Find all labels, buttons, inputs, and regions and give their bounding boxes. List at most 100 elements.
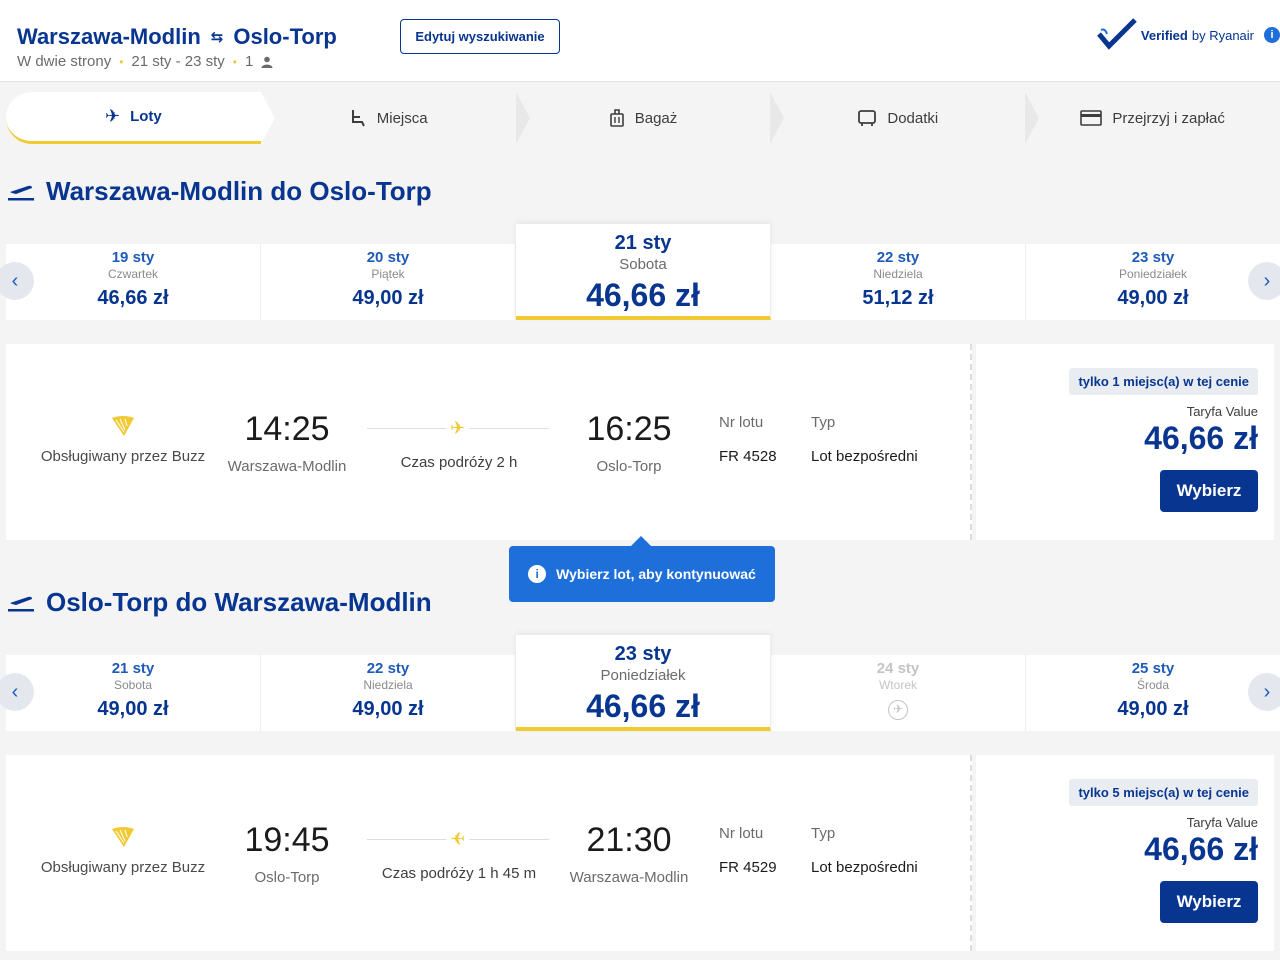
date-day: 19 sty [111,249,155,266]
step-baggage[interactable]: Bagaż [515,92,785,144]
date-weekday: Niedziela [873,267,923,281]
arrival-place: Warszawa-Modlin [569,869,689,886]
fare-price: 46,66 zł [1144,831,1258,867]
flight-number: FR 4529 [719,859,777,876]
date-option[interactable]: 20 sty Piątek 49,00 zł [261,244,516,320]
ryanair-harp-icon [112,416,134,436]
info-icon: i [528,565,547,583]
date-price: 49,00 zł [97,698,169,720]
seats-left-badge: tylko 5 miejsc(a) w tej cenie [1069,779,1258,806]
fare-name: Taryfa Value [1186,815,1258,830]
verified-check-icon [1096,18,1137,50]
next-dates-button[interactable]: › [1248,673,1280,711]
arrival-time: 21:30 [586,821,672,859]
step-label: Dodatki [887,109,939,127]
chevron-left-icon: ‹ [11,269,19,292]
booking-steps: ✈ Loty Miejsca Bagaż Dodatki Przejrzyj i… [6,92,1280,144]
date-option[interactable]: 23 sty Poniedziałek 49,00 zł [1026,244,1280,320]
select-flight-tooltip: i Wybierz lot, aby kontynuować [509,536,775,602]
step-label: Loty [130,108,162,125]
departure-plane-icon [8,596,34,611]
date-weekday: Sobota [619,256,667,273]
step-review-pay[interactable]: Przejrzyj i zapłać [1025,92,1280,144]
prev-dates-button[interactable]: ‹ [0,673,34,711]
operator-label: Obsługiwany przez Buzz [40,448,206,465]
verified-by-ryanair: Verified by Ryanair i [1096,18,1280,52]
outbound-date-carousel: 19 sty Czwartek 46,66 zł 20 sty Piątek 4… [6,224,1280,320]
extras-icon [858,110,877,126]
flight-details: Obsługiwany przez Buzz 19:45 Oslo-Torp ✈… [6,755,972,951]
step-seats[interactable]: Miejsca [260,92,530,144]
fare-panel: tylko 1 miejsc(a) w tej cenie Taryfa Val… [976,344,1274,540]
date-day: 24 sty [876,660,920,677]
trip-summary: W dwie strony • 21 sty - 23 sty • 1 [17,53,273,70]
verified-by-label: by Ryanair [1191,27,1254,43]
date-price: 46,66 zł [586,277,700,313]
flight-details: Obsługiwany przez Buzz 14:25 Warszawa-Mo… [6,344,972,540]
date-price: 49,00 zł [352,287,424,309]
date-weekday: Piątek [371,267,405,281]
flight-number: FR 4528 [719,448,777,465]
chevron-right-icon: › [1263,269,1271,292]
inbound-title-text: Oslo-Torp do Warszawa-Modlin [46,587,432,617]
step-label: Przejrzyj i zapłać [1112,109,1225,127]
date-option[interactable]: 22 sty Niedziela 51,12 zł [771,244,1026,320]
departure-time: 14:25 [244,410,330,448]
date-weekday: Wtorek [878,678,917,692]
date-day: 21 sty [111,660,155,677]
date-option-selected[interactable]: 23 sty Poniedziałek 46,66 zł [516,635,771,731]
departure-time: 19:45 [244,821,330,859]
step-flights[interactable]: ✈ Loty [6,92,275,144]
outbound-flight-card: Obsługiwany przez Buzz 14:25 Warszawa-Mo… [6,344,1274,540]
date-option[interactable]: 22 sty Niedziela 49,00 zł [261,655,516,731]
departure-place: Oslo-Torp [254,869,320,886]
fare-name: Taryfa Value [1186,404,1258,419]
date-weekday: Poniedziałek [1118,267,1188,281]
departure-plane-icon [8,185,34,200]
operator: Obsługiwany przez Buzz [30,825,216,876]
arrival-time: 16:25 [586,410,672,448]
route-title: Warszawa-Modlin ⇆ Oslo-Torp [17,24,337,50]
date-weekday: Czwartek [107,267,158,281]
date-weekday: Niedziela [363,678,413,692]
info-icon[interactable]: i [1264,27,1280,43]
no-flight-icon: ✈ [888,700,908,720]
flight-type: Lot bezpośredni [811,448,918,465]
step-extras[interactable]: Dodatki [770,92,1039,144]
date-weekday: Sobota [113,678,153,692]
origin-city: Warszawa-Modlin [17,24,201,49]
edit-search-button[interactable]: Edytuj wyszukiwanie [400,19,560,54]
select-flight-button[interactable]: Wybierz [1160,881,1258,923]
verified-label: Verified [1140,27,1188,43]
date-option[interactable]: 21 sty Sobota 49,00 zł [6,655,261,731]
date-price: 49,00 zł [1117,287,1189,309]
operator: Obsługiwany przez Buzz [30,414,216,465]
chevron-left-icon: ‹ [11,680,19,703]
page-header: Warszawa-Modlin ⇆ Oslo-Torp W dwie stron… [0,0,1280,82]
flight-type: Lot bezpośredni [811,859,918,876]
date-option[interactable]: 25 sty Środa 49,00 zł [1026,655,1280,731]
date-option-selected[interactable]: 21 sty Sobota 46,66 zł [516,224,771,320]
date-day: 21 sty [614,232,672,254]
seats-left-badge: tylko 1 miejsc(a) w tej cenie [1069,368,1258,395]
date-day: 25 sty [1131,660,1175,677]
trip-type: W dwie strony [17,53,112,70]
step-label: Bagaż [634,109,678,127]
passenger-count: 1 [244,53,254,70]
select-flight-button[interactable]: Wybierz [1160,470,1258,512]
step-label: Miejsca [376,109,428,127]
prev-dates-button[interactable]: ‹ [0,262,34,300]
trip-dates: 21 sty - 23 sty [131,53,225,70]
plane-icon: ✈ [105,106,121,126]
next-dates-button[interactable]: › [1248,262,1280,300]
inbound-date-carousel: 21 sty Sobota 49,00 zł 22 sty Niedziela … [6,635,1280,731]
flight-number-label: Nr lotu [719,414,764,431]
luggage-icon [609,109,624,127]
date-option[interactable]: 19 sty Czwartek 46,66 zł [6,244,261,320]
date-day: 23 sty [614,643,672,665]
flight-type-label: Typ [811,414,836,431]
date-price: 51,12 zł [862,287,934,309]
chevron-right-icon: › [1263,680,1271,703]
separator-dot: • [232,54,237,69]
arrival-place: Oslo-Torp [596,458,662,475]
